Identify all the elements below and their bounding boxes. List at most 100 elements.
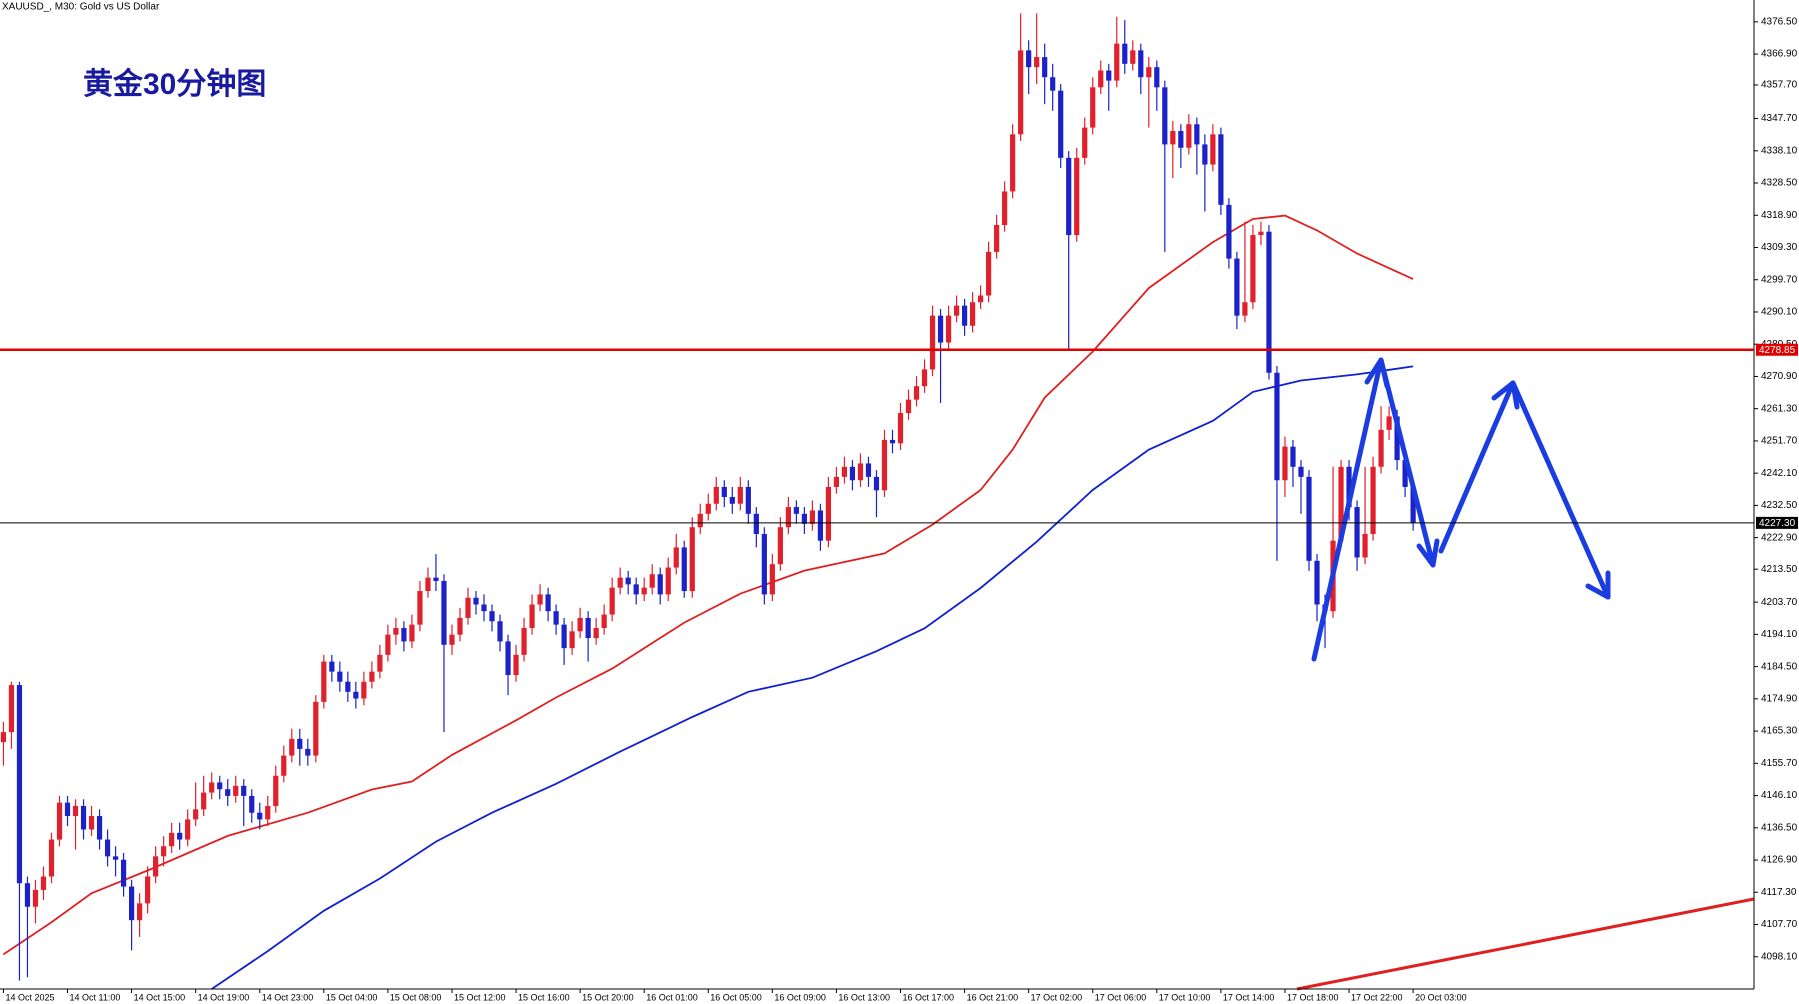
candle-body	[249, 795, 255, 813]
candle-body	[505, 641, 511, 676]
candle-body	[161, 846, 167, 857]
x-tick-label: 17 Oct 02:00	[1031, 992, 1083, 1002]
candle-body	[545, 594, 551, 612]
candle-body	[729, 497, 735, 504]
y-tick-label: 4146.10	[1761, 790, 1798, 801]
candle-body	[233, 785, 239, 796]
y-tick-label: 4165.30	[1761, 726, 1798, 737]
x-tick-label: 16 Oct 09:00	[774, 992, 826, 1002]
x-tick-label: 15 Oct 08:00	[390, 992, 442, 1002]
candle-body	[329, 661, 335, 672]
arrow-head	[1364, 357, 1390, 389]
y-tick-label: 4251.70	[1761, 436, 1798, 447]
candle-body	[1250, 235, 1256, 303]
level-label-box	[1756, 343, 1798, 356]
candle-body	[777, 527, 783, 565]
forecast-arrows	[1311, 357, 1611, 662]
candle-body	[889, 439, 896, 444]
candle-body	[1210, 134, 1216, 165]
candle-body	[513, 654, 519, 676]
candle-body	[361, 681, 367, 699]
candle-body	[473, 597, 479, 605]
y-tick-label: 4203.70	[1761, 597, 1798, 608]
x-tick-label: 16 Oct 17:00	[903, 992, 955, 1002]
candle-body	[1410, 486, 1416, 523]
candle-body	[289, 738, 295, 756]
candle-body	[1146, 67, 1152, 78]
candle-body	[913, 386, 920, 400]
candle-body	[809, 510, 816, 524]
y-tick-label: 4290.10	[1761, 307, 1798, 318]
candle-body	[905, 399, 912, 414]
candle-body	[0, 732, 7, 743]
candle-body	[449, 634, 455, 645]
candle-body	[16, 685, 23, 884]
plot-area	[0, 13, 1416, 989]
chart-title: 黄金30分钟图	[83, 67, 266, 101]
y-tick-label: 4117.30	[1761, 887, 1797, 898]
y-tick-label: 4347.70	[1761, 113, 1798, 124]
candle-body	[1098, 70, 1104, 88]
candle-body	[56, 802, 63, 840]
candle-body	[625, 577, 631, 585]
candle-body	[1402, 460, 1408, 487]
y-tick-label: 4242.10	[1761, 468, 1798, 479]
moving-average	[2, 214, 1414, 956]
candle-body	[961, 305, 968, 326]
candle-body	[465, 597, 471, 618]
candle-body	[553, 611, 559, 625]
y-tick-label: 4338.10	[1761, 145, 1798, 156]
candle-body	[689, 527, 695, 592]
candle-body	[385, 634, 391, 655]
x-tick-label: 17 Oct 10:00	[1159, 992, 1211, 1002]
candle-body	[1042, 57, 1048, 78]
candle-body	[865, 463, 872, 477]
candle-body	[1234, 258, 1240, 316]
candle-body	[137, 903, 143, 921]
candle-body	[257, 812, 263, 820]
candle-body	[1002, 191, 1008, 226]
candle-body	[721, 486, 727, 498]
candle-body	[24, 883, 31, 907]
x-tick-label: 15 Oct 12:00	[454, 992, 506, 1002]
candle-body	[577, 617, 583, 632]
candle-body	[297, 738, 303, 749]
x-tick-label: 14 Oct 2025	[5, 992, 54, 1002]
candle-body	[1082, 127, 1088, 158]
candle-body	[1298, 466, 1304, 477]
candle-body	[1050, 77, 1056, 91]
level-label-box	[1756, 516, 1798, 529]
y-tick-label: 4155.70	[1761, 758, 1798, 769]
candle-body	[281, 755, 287, 776]
candle-body	[953, 305, 960, 316]
y-tick-label: 4174.90	[1761, 693, 1798, 704]
candle-body	[745, 486, 751, 514]
moving-average	[211, 365, 1414, 989]
candle-body	[169, 832, 175, 847]
candle-body	[377, 654, 383, 672]
candle-body	[994, 225, 1000, 252]
y-tick-label: 4136.50	[1761, 822, 1798, 833]
candle-body	[1282, 446, 1288, 481]
candle-body	[1066, 157, 1072, 236]
candle-body	[681, 547, 687, 592]
candle-body	[633, 584, 639, 595]
x-tick-label: 15 Oct 04:00	[326, 992, 378, 1002]
candle-body	[32, 889, 39, 907]
candle-body	[1026, 50, 1032, 68]
candle-body	[841, 466, 848, 477]
candle-body	[601, 614, 607, 628]
arrow-head	[1491, 380, 1520, 410]
candle-body	[937, 315, 944, 343]
candle-body	[1170, 130, 1176, 145]
candle-body	[1394, 416, 1400, 461]
y-tick-label: 4309.30	[1761, 242, 1798, 253]
x-tick-label: 16 Oct 21:00	[967, 992, 1019, 1002]
x-tick-label: 20 Oct 03:00	[1415, 992, 1467, 1002]
x-tick-label: 14 Oct 23:00	[262, 992, 314, 1002]
candle-body	[64, 802, 71, 817]
y-tick-label: 4366.90	[1761, 49, 1798, 60]
candle-body	[337, 671, 343, 682]
candle-body	[1338, 466, 1344, 541]
